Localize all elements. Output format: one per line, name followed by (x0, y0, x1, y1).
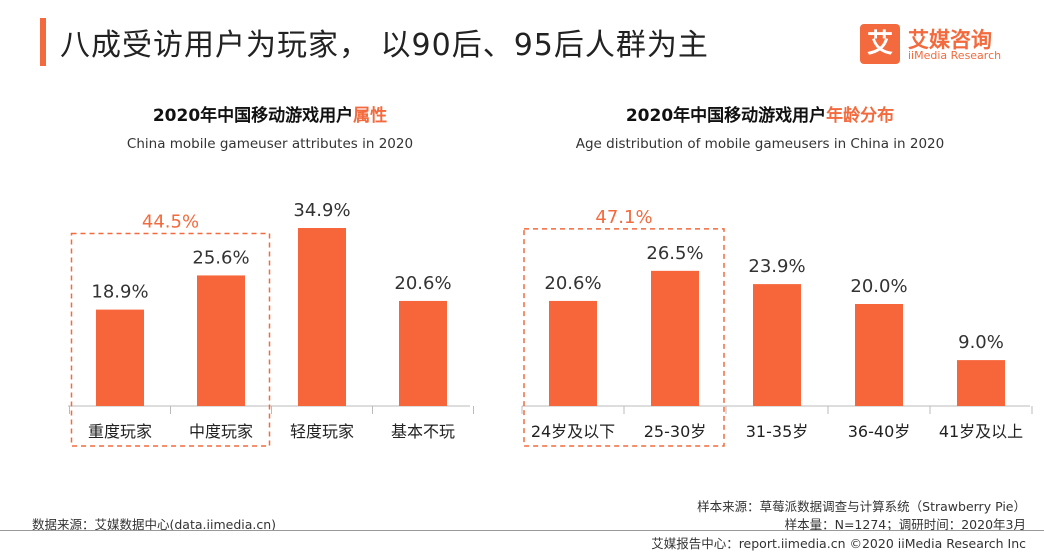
category-label: 41岁及以上 (939, 422, 1023, 441)
bar (298, 228, 346, 406)
bar (96, 309, 144, 406)
data-label: 25.6% (192, 247, 249, 268)
group-highlight-box (70, 232, 271, 447)
category-label: 中度玩家 (189, 422, 253, 441)
category-label: 轻度玩家 (290, 422, 354, 441)
group-total-label: 47.1% (595, 207, 652, 228)
data-source: 数据来源：艾媒数据中心(data.iimedia.cn) (32, 517, 277, 532)
data-label: 34.9% (293, 200, 350, 221)
bar (549, 300, 597, 406)
data-label: 20.0% (850, 276, 907, 297)
category-label: 24岁及以下 (531, 422, 615, 441)
chart-title: 2020年中国移动游戏用户属性 (153, 105, 387, 126)
data-label: 20.6% (394, 273, 451, 294)
data-label: 20.6% (544, 273, 601, 294)
data-label: 26.5% (646, 243, 703, 264)
copyright: 艾媒报告中心：report.iimedia.cn ©2020 iiMedia R… (651, 536, 1026, 551)
title-accent-bar (40, 18, 46, 66)
data-label: 23.9% (748, 256, 805, 277)
sample-info: 样本量：N=1274；调研时间：2020年3月 (784, 517, 1026, 532)
sample-source: 样本来源：草莓派数据调查与计算系统（Strawberry Pie） (697, 499, 1026, 514)
logo-cn-text: 艾媒咨询 (908, 28, 992, 52)
category-label: 基本不玩 (391, 422, 455, 441)
data-label: 18.9% (91, 282, 148, 303)
footer-divider (0, 530, 1044, 531)
logo-en-text: iiMedia Research (908, 49, 1002, 62)
chart-subtitle: China mobile gameuser attributes in 2020 (127, 136, 413, 152)
bar (957, 360, 1005, 406)
logo-mark: 艾 (860, 24, 900, 64)
chart-subtitle: Age distribution of mobile gameusers in … (576, 136, 944, 152)
bar (399, 300, 447, 406)
page-title: 八成受访用户为玩家， 以90后、95后人群为主 (60, 28, 709, 63)
bar (753, 284, 801, 406)
bar (197, 275, 245, 406)
bar (651, 270, 699, 406)
category-label: 重度玩家 (88, 422, 152, 441)
chart-title: 2020年中国移动游戏用户年龄分布 (626, 105, 894, 126)
group-highlight-box (523, 228, 725, 447)
group-total-label: 44.5% (142, 211, 199, 232)
category-label: 25-30岁 (644, 422, 707, 441)
bar (855, 304, 903, 406)
iimedia-logo: 艾 艾媒咨询 iiMedia Research (860, 24, 1020, 64)
category-label: 36-40岁 (848, 422, 911, 441)
category-label: 31-35岁 (746, 422, 809, 441)
data-label: 9.0% (958, 332, 1004, 353)
